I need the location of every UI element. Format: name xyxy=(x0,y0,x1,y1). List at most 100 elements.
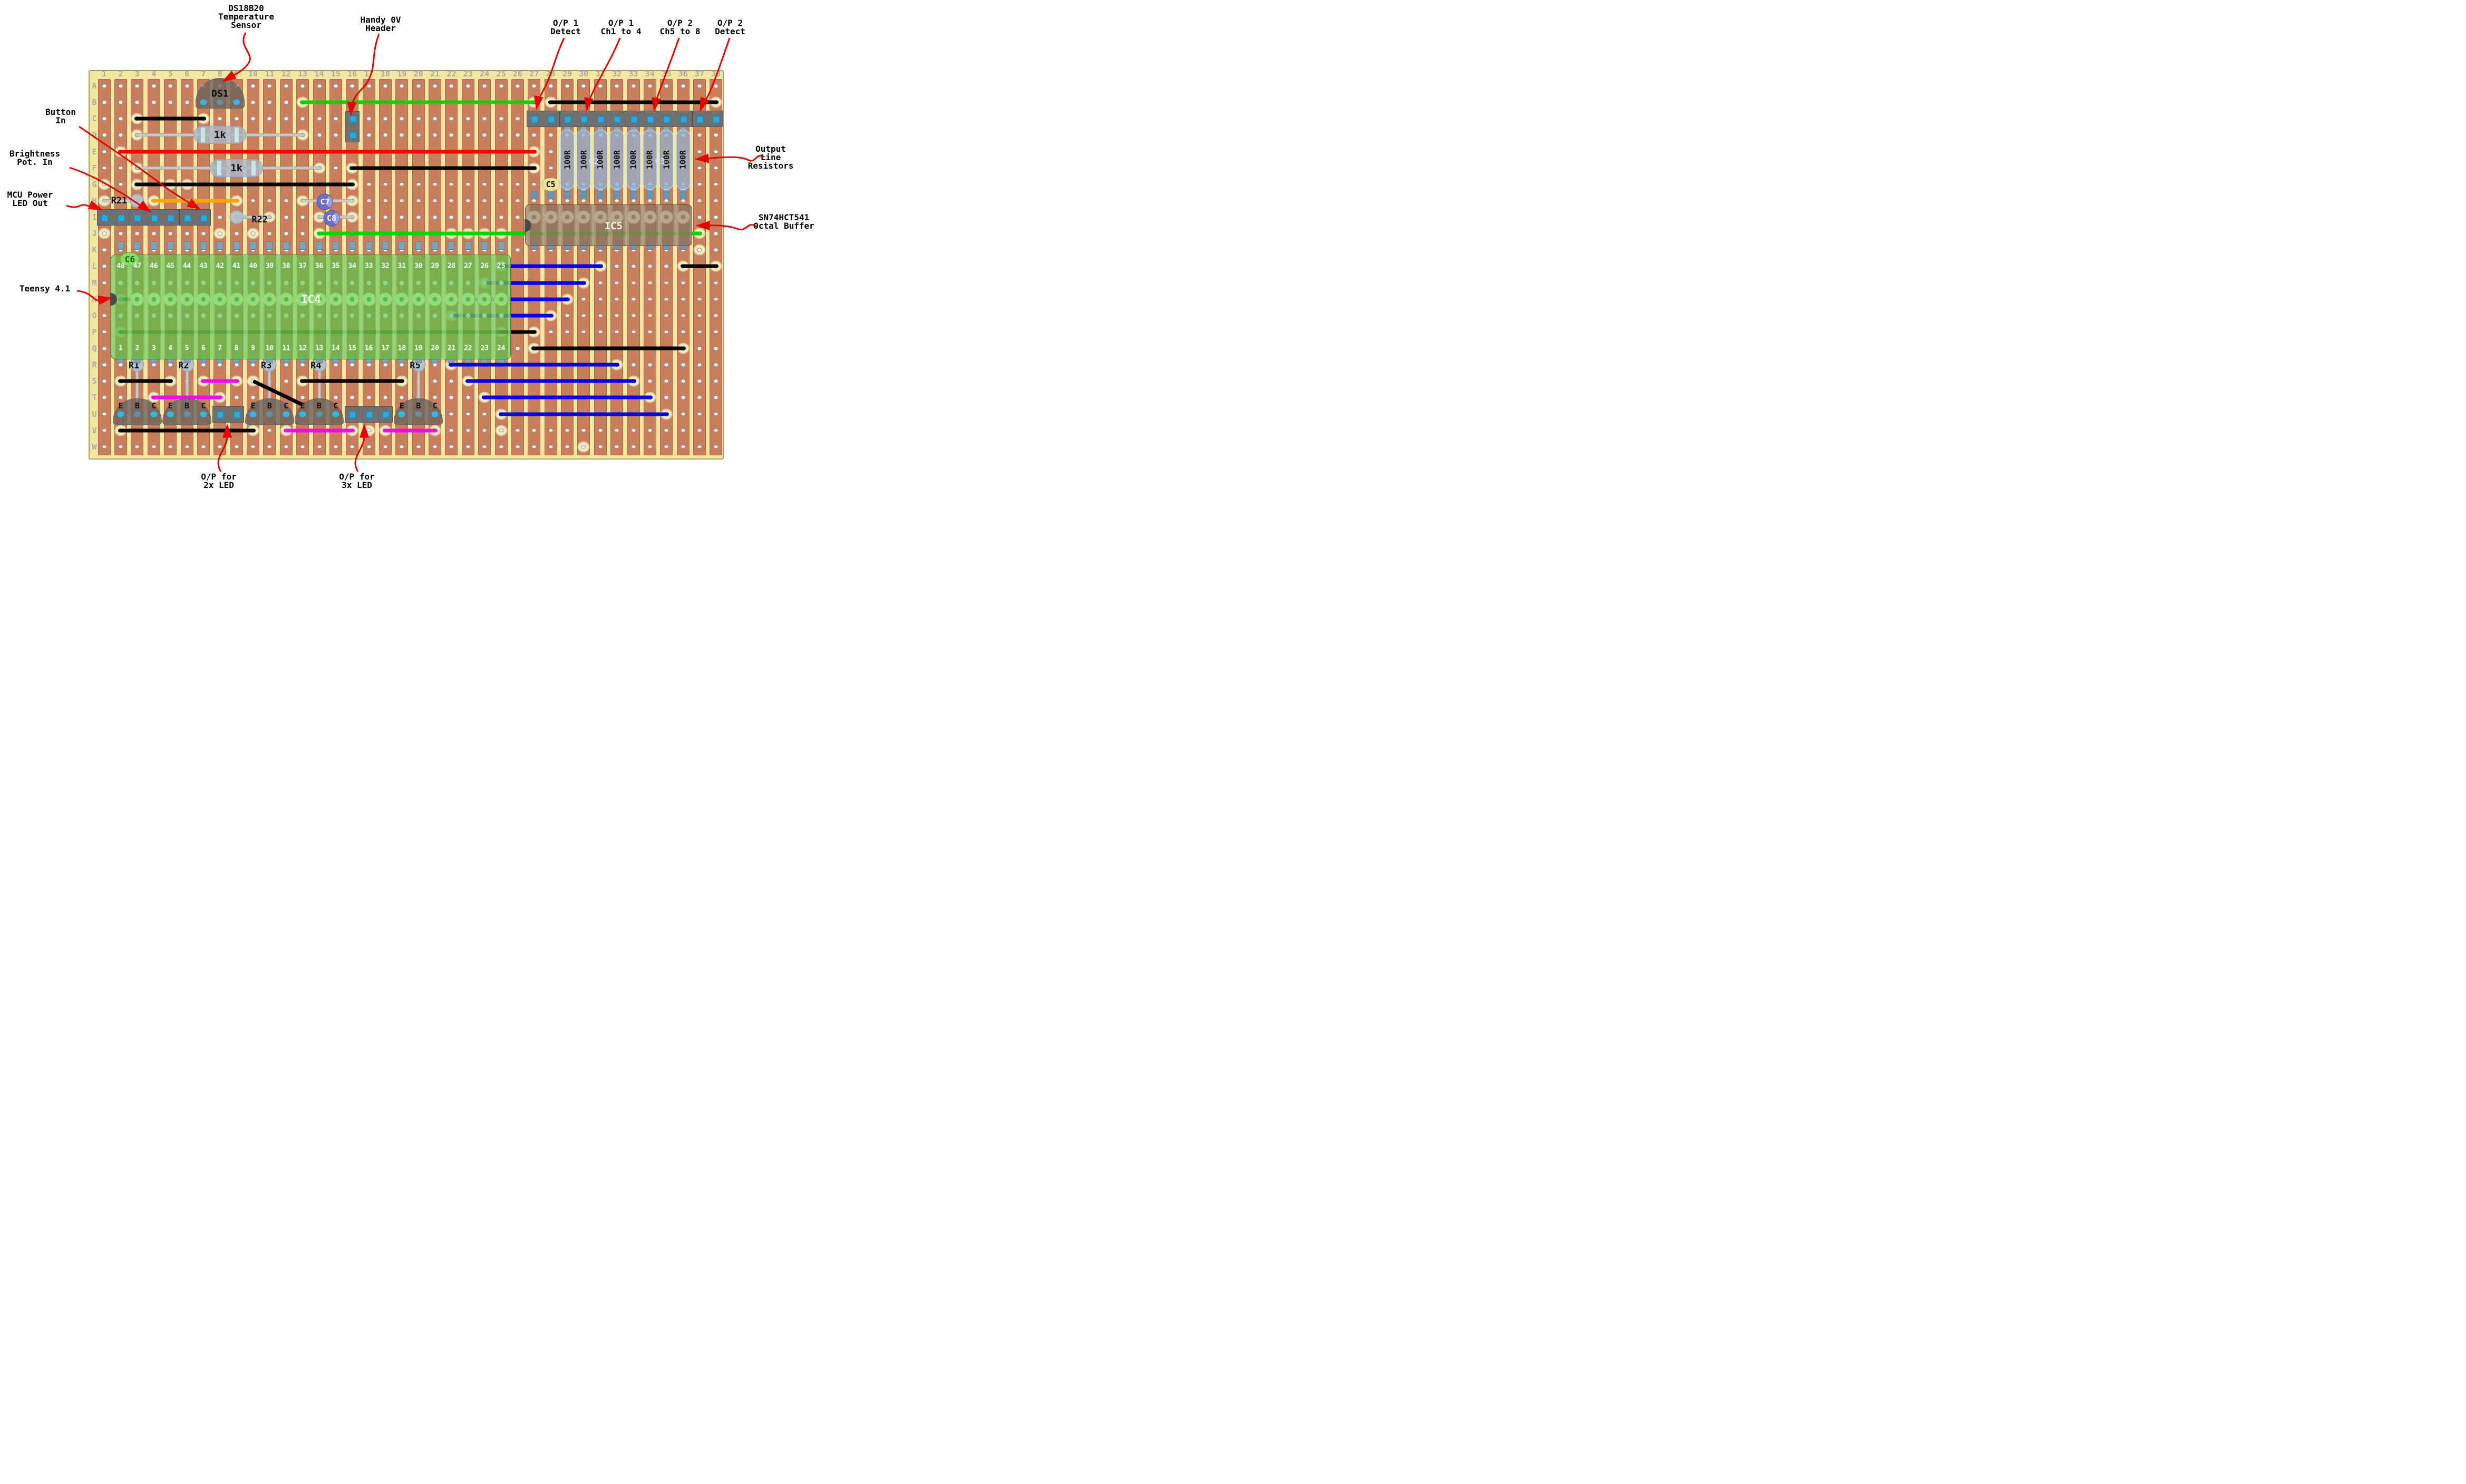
row-letter-label: K xyxy=(92,245,97,255)
label-op2-ch5to8-line: Ch5 to 8 xyxy=(659,26,701,36)
board-hole xyxy=(664,314,669,318)
board-hole xyxy=(432,199,438,203)
board-hole xyxy=(416,182,421,187)
transistor-pin-label: B xyxy=(134,401,140,411)
transistor-pin xyxy=(117,411,124,417)
board-hole xyxy=(317,116,322,121)
capacitor-c3-ghost: C3 xyxy=(655,156,665,167)
board-hole xyxy=(647,363,653,367)
ic4-hole-dot xyxy=(349,313,355,318)
wire-black-row-v xyxy=(118,428,256,433)
board-hole xyxy=(151,84,157,88)
board-hole xyxy=(713,330,719,334)
transistor-pin-label: E xyxy=(399,401,404,411)
board-hole xyxy=(366,182,372,187)
board-hole xyxy=(217,116,222,121)
board-hole xyxy=(449,215,454,219)
board-hole xyxy=(234,395,239,400)
board-hole xyxy=(151,363,157,367)
board-hole xyxy=(581,297,586,301)
ic4-pin-number: 48 xyxy=(116,262,125,270)
resistor-R22 xyxy=(229,210,244,224)
transistor-pin-label: E xyxy=(118,401,123,411)
wire-red-power-rail xyxy=(118,150,537,154)
resistor-band xyxy=(201,128,206,143)
board-hole xyxy=(482,445,487,449)
label-button-in-line: In xyxy=(55,115,66,125)
board-hole xyxy=(465,182,471,187)
ic4-hole-dot xyxy=(449,280,454,286)
board-hole xyxy=(250,231,256,236)
board-hole xyxy=(681,412,686,416)
board-hole xyxy=(383,84,388,88)
ic4-pin-number: 1 xyxy=(119,344,123,353)
header-pin xyxy=(151,214,158,222)
wire-orange-row-h xyxy=(151,199,239,203)
board-hole xyxy=(548,133,554,138)
row-letter-label: G xyxy=(92,179,97,189)
board-hole xyxy=(317,445,322,449)
board-hole xyxy=(102,264,107,269)
board-hole xyxy=(531,182,537,187)
header-pin xyxy=(663,116,671,123)
board-hole xyxy=(432,379,438,384)
ic4-pin-number: 34 xyxy=(348,262,357,270)
board-hole xyxy=(134,84,140,88)
board-hole xyxy=(598,297,603,301)
board-hole xyxy=(102,133,107,138)
board-hole xyxy=(217,363,222,367)
board-hole xyxy=(416,84,421,88)
board-hole xyxy=(515,199,520,203)
board-hole xyxy=(185,100,190,104)
ic4-pin xyxy=(299,241,306,250)
ic4-hole-dot xyxy=(201,280,206,286)
board-hole xyxy=(102,248,107,252)
board-hole xyxy=(416,199,421,203)
ic4-hole-dot xyxy=(250,297,256,302)
board-hole xyxy=(713,133,719,138)
board-hole xyxy=(234,363,239,367)
board-hole xyxy=(531,133,537,138)
board-hole xyxy=(647,297,653,301)
column-number-label: 5 xyxy=(168,69,173,79)
board-hole xyxy=(102,346,107,350)
board-hole xyxy=(614,428,619,433)
board-hole xyxy=(515,215,520,219)
transistor-pin-label: C xyxy=(284,401,289,411)
board-hole xyxy=(432,84,438,88)
row-letter-label: U xyxy=(92,409,97,419)
ic4-hole-dot xyxy=(250,313,256,318)
board-hole xyxy=(697,445,702,449)
board-hole xyxy=(284,100,289,104)
column-number-label: 30 xyxy=(579,69,589,79)
board-hole xyxy=(581,330,586,334)
label-ds18b20: DS18B20 Temperature Sensor xyxy=(218,4,274,30)
board-hole xyxy=(267,428,272,433)
wire-black-row-q xyxy=(531,346,686,350)
ds18b20-pin xyxy=(216,99,224,105)
board-hole xyxy=(416,215,421,219)
header-divider xyxy=(129,210,131,226)
ic4-hole-dot xyxy=(201,297,206,302)
wire-magenta-row-v-1 xyxy=(283,428,355,433)
board-hole xyxy=(581,84,586,88)
ic4-pin-number: 38 xyxy=(281,262,290,270)
board-hole xyxy=(664,84,669,88)
ic4-pin-number: 15 xyxy=(348,344,357,353)
resistor-value-label: 1k xyxy=(213,129,226,141)
label-button-in: Button In xyxy=(45,108,76,125)
ic4-pin-number: 39 xyxy=(265,262,274,270)
board-hole xyxy=(102,445,107,449)
board-hole xyxy=(647,330,653,334)
ic4-hole-dot xyxy=(416,297,421,302)
board-hole xyxy=(300,363,305,367)
board-hole xyxy=(565,199,570,203)
board-hole xyxy=(681,395,686,400)
board-hole xyxy=(482,412,487,416)
ic4-pin-number: 21 xyxy=(447,344,456,353)
ic4-hole-dot xyxy=(432,280,438,286)
transistor-pin-label: B xyxy=(185,401,190,411)
column-number-label: 6 xyxy=(185,69,190,79)
board-hole xyxy=(697,133,702,138)
wire-magenta-row-s xyxy=(200,379,239,383)
